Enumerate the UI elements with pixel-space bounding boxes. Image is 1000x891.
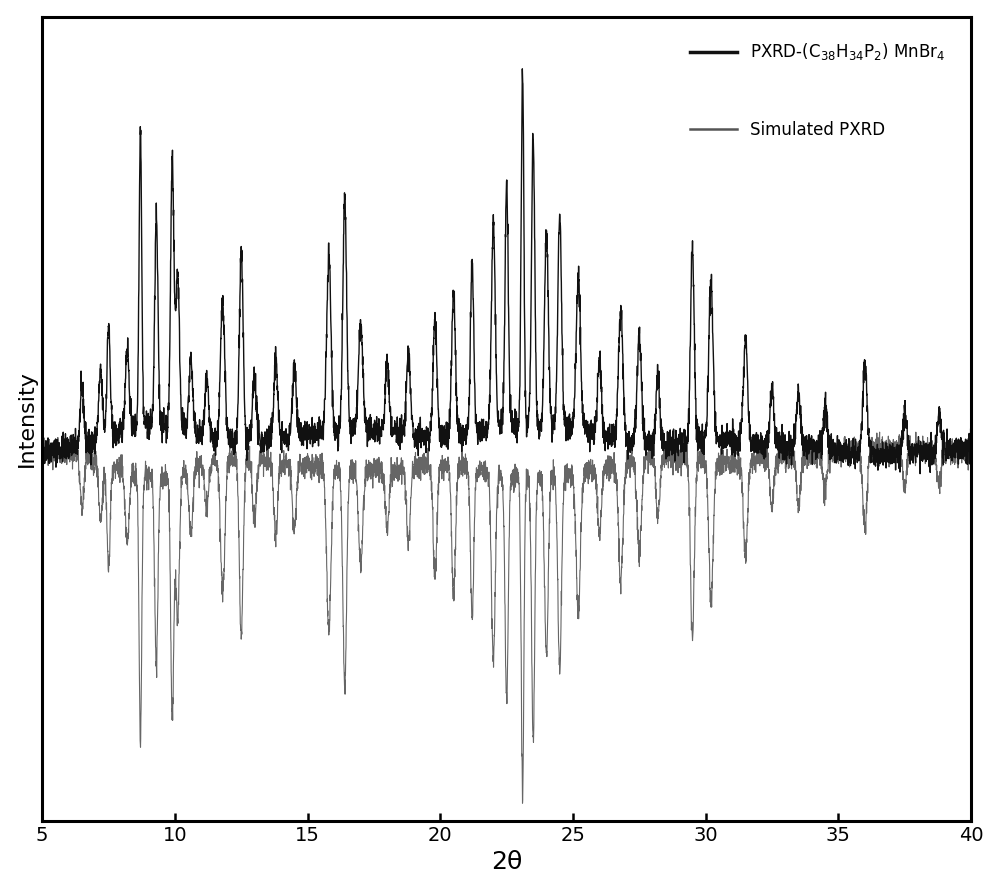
Y-axis label: Intensity: Intensity [17,371,37,467]
Legend: PXRD-(C$_{38}$H$_{34}$P$_2$) MnBr$_4$, Simulated PXRD: PXRD-(C$_{38}$H$_{34}$P$_2$) MnBr$_4$, S… [682,33,953,147]
X-axis label: 2θ: 2θ [491,850,522,874]
